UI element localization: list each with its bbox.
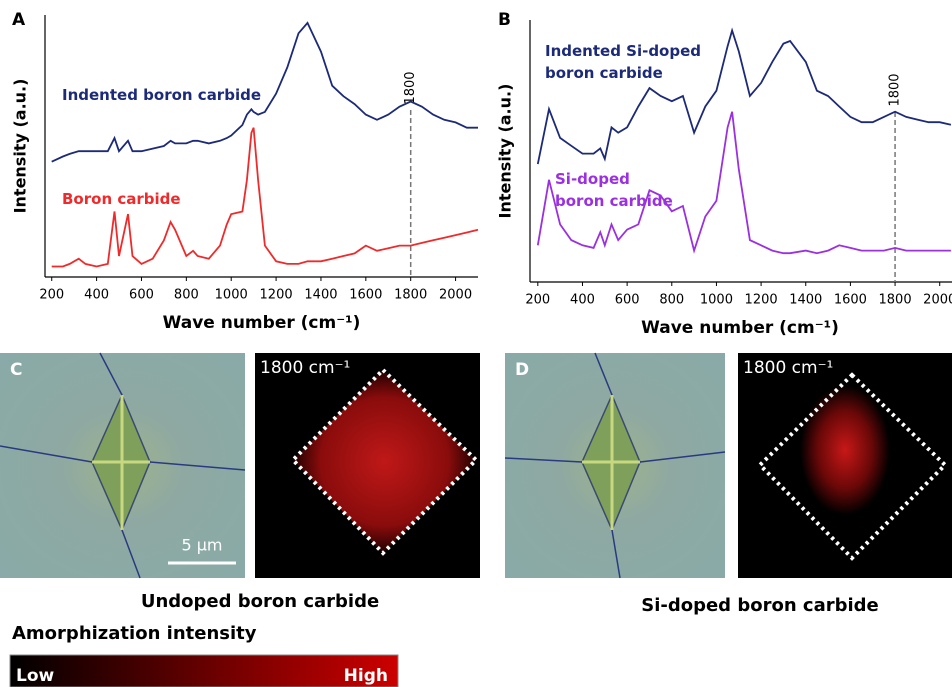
y-axis-label: Intensity (a.u.) (496, 84, 515, 219)
colorbar-high: High (344, 666, 388, 686)
x-tick-label: 600 (615, 293, 640, 308)
x-tick-label: 2000 (439, 288, 472, 303)
series-label: Boron carbide (62, 188, 262, 210)
map-signal (800, 385, 890, 515)
x-tick-label: 1400 (789, 293, 822, 308)
x-tick-label: 200 (39, 288, 64, 303)
panel-label: C (10, 360, 22, 380)
panel-label: B (498, 10, 511, 30)
x-tick-label: 600 (129, 288, 154, 303)
x-tick-label: 400 (570, 293, 595, 308)
panel-label: A (12, 10, 26, 30)
colorbar-title: Amorphization intensity (12, 623, 257, 644)
x-tick-label: 2000 (923, 293, 952, 308)
x-tick-label: 200 (525, 293, 550, 308)
x-tick-label: 1400 (304, 288, 337, 303)
x-tick-label: 800 (659, 293, 684, 308)
colorbar (10, 655, 398, 687)
series-label: Si-doped boron carbide (555, 168, 675, 212)
x-tick-label: 1600 (834, 293, 867, 308)
caption: Undoped boron carbide (141, 591, 379, 612)
x-tick-label: 400 (84, 288, 109, 303)
map-label: 1800 cm⁻¹ (743, 358, 833, 378)
map-label: 1800 cm⁻¹ (260, 358, 350, 378)
x-tick-label: 800 (174, 288, 199, 303)
x-axis-label: Wave number (cm⁻¹) (163, 313, 361, 333)
x-axis-label: Wave number (cm⁻¹) (641, 318, 839, 338)
reference-label: 1800 (888, 73, 903, 106)
colorbar-low: Low (16, 666, 55, 686)
caption: Si-doped boron carbide (641, 595, 879, 616)
x-tick-label: 1800 (394, 288, 427, 303)
figure: A B C 5 µm 1800 cm⁻¹ Undoped boron carbi… (0, 0, 952, 687)
x-tick-label: 1800 (879, 293, 912, 308)
x-tick-label: 1600 (349, 288, 382, 303)
y-axis-label: Intensity (a.u.) (11, 79, 30, 214)
series-label: Indented boron carbide (62, 84, 322, 106)
x-tick-label: 1000 (700, 293, 733, 308)
x-tick-label: 1000 (215, 288, 248, 303)
reference-label: 1800 (403, 71, 418, 104)
panel-label: D (515, 360, 529, 380)
x-tick-label: 1200 (260, 288, 293, 303)
scale-label: 5 µm (181, 536, 222, 555)
series-label: Indented Si-doped boron carbide (545, 40, 715, 84)
x-tick-label: 1200 (745, 293, 778, 308)
